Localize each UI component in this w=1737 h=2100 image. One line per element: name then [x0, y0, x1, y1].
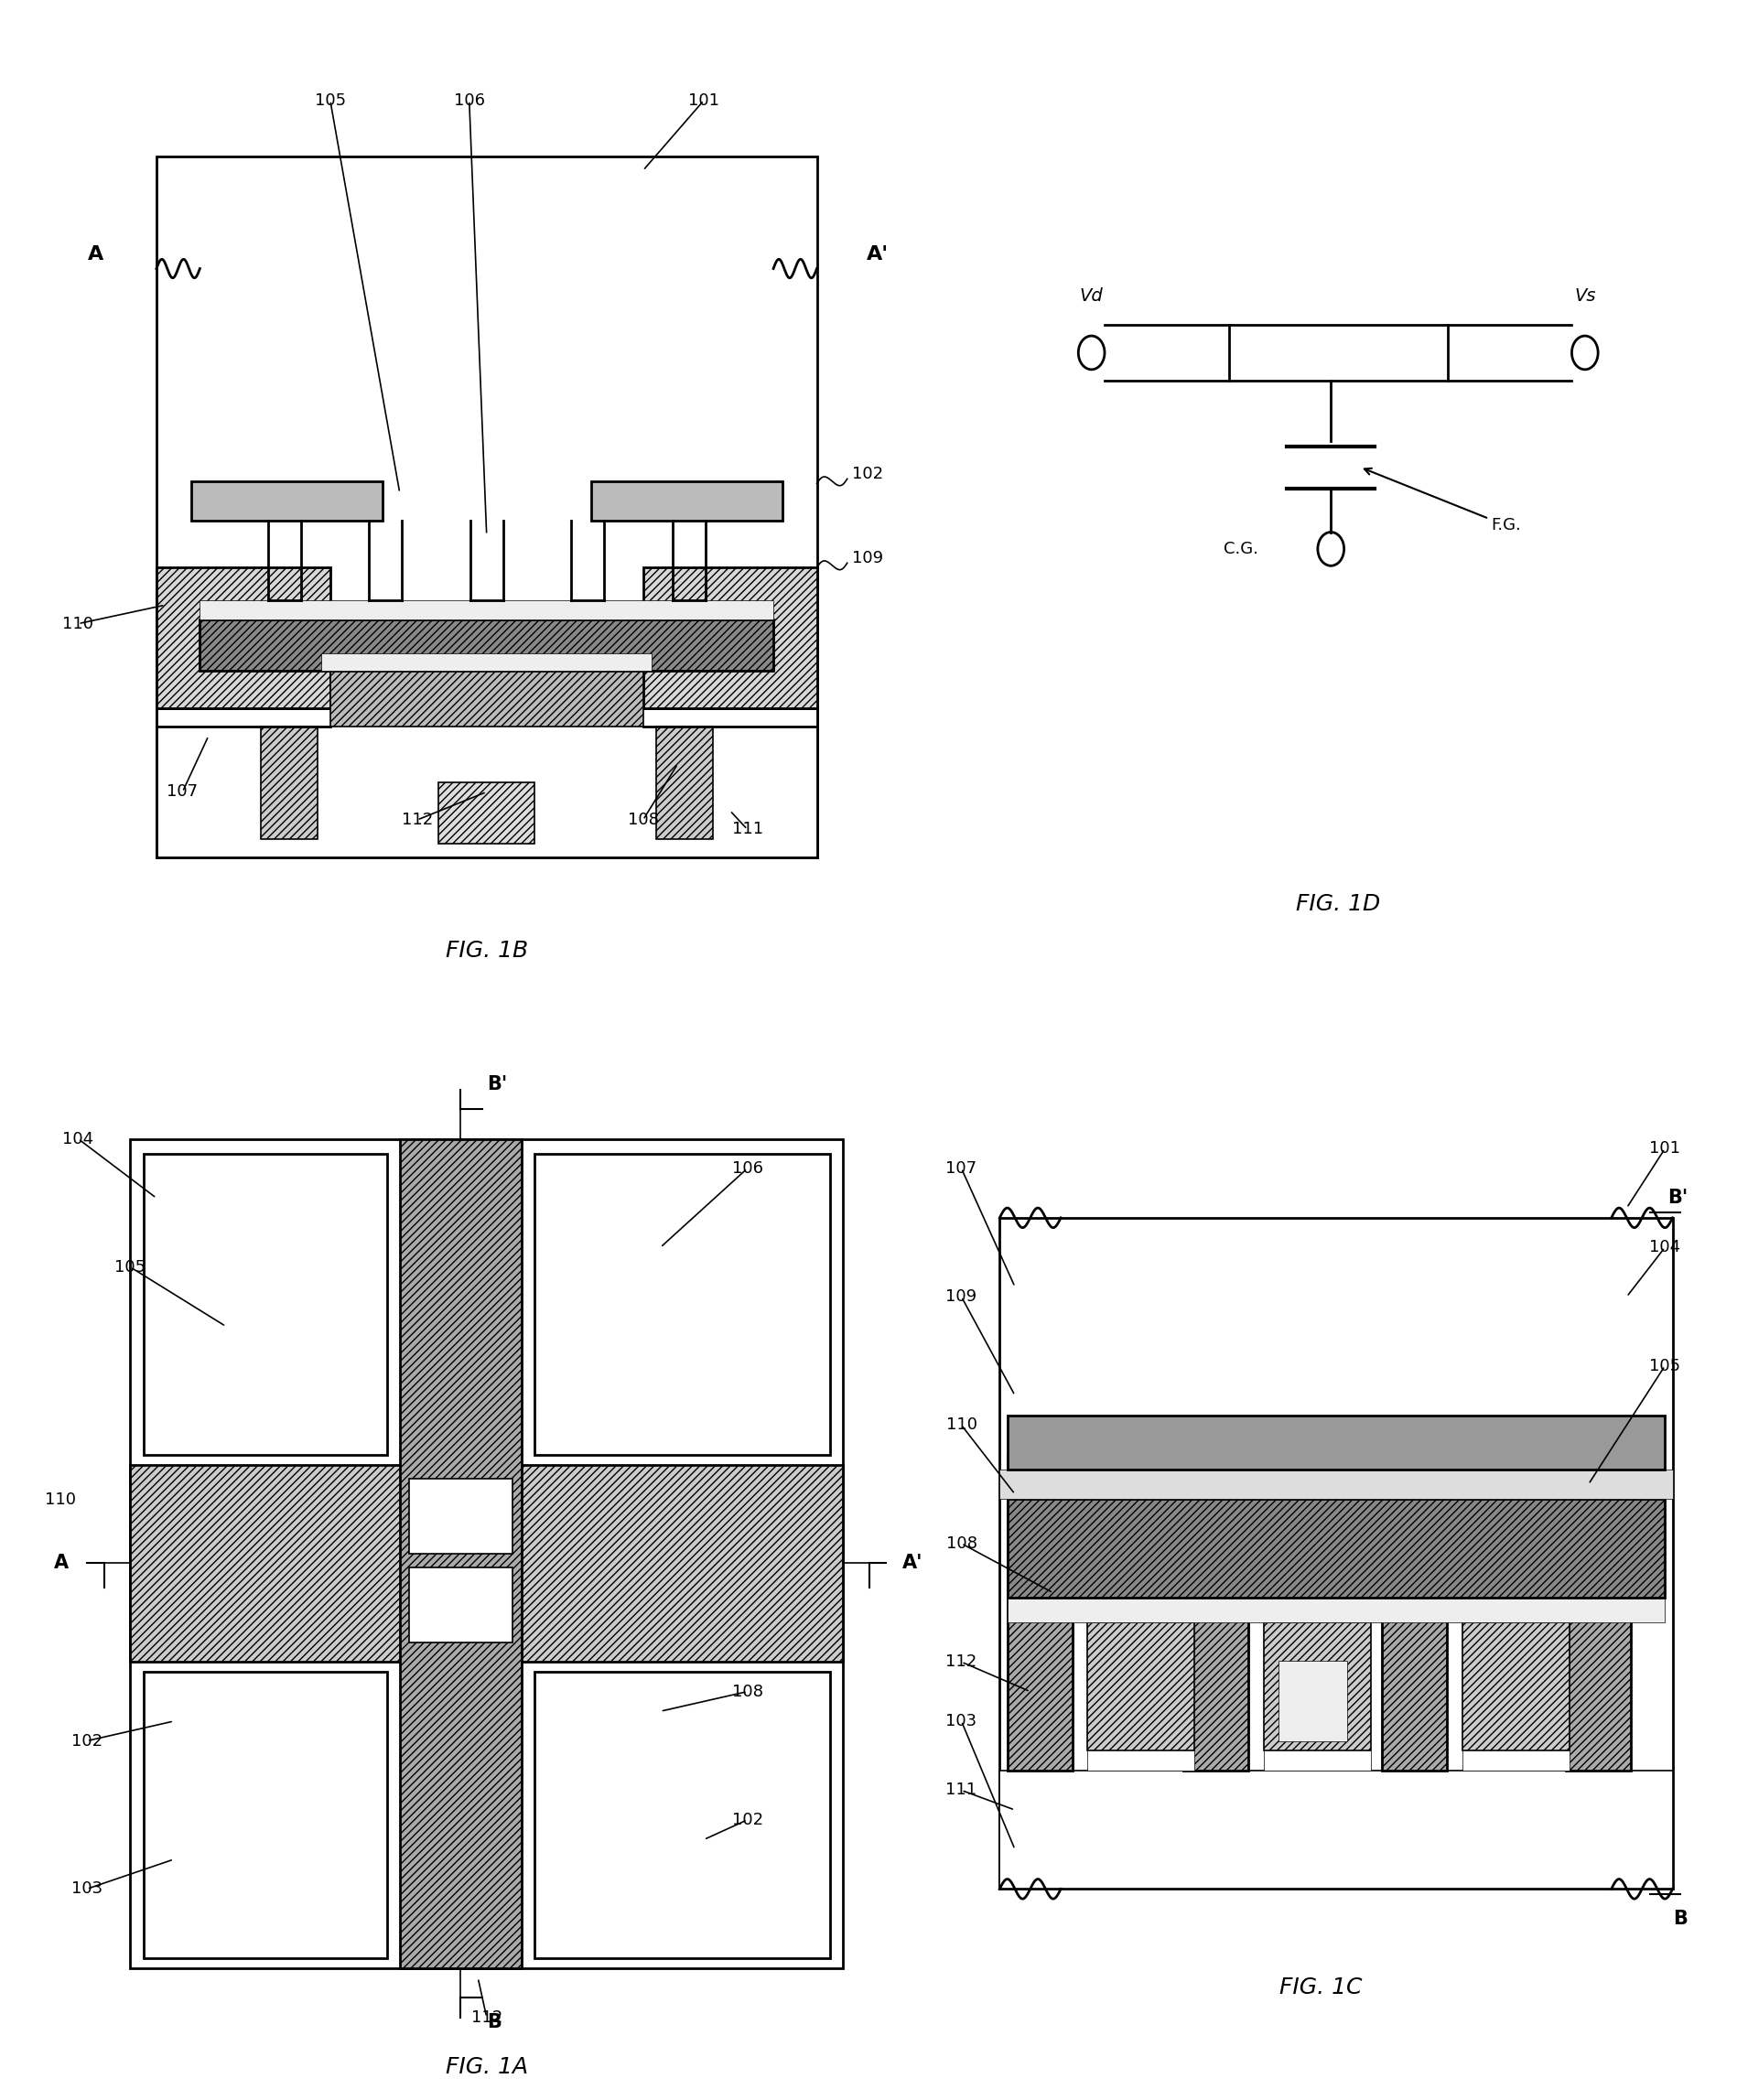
Bar — [643, 567, 816, 708]
Bar — [591, 481, 782, 521]
Text: B': B' — [1666, 1189, 1687, 1207]
Text: 105: 105 — [115, 1258, 146, 1275]
Bar — [999, 1218, 1671, 1890]
Text: A': A' — [902, 1554, 922, 1573]
Bar — [330, 670, 643, 727]
Text: 102: 102 — [71, 1732, 102, 1749]
Bar — [130, 1464, 842, 1661]
Bar — [156, 708, 816, 857]
Text: 107: 107 — [945, 1159, 976, 1176]
Text: Vs: Vs — [1574, 288, 1595, 304]
Bar — [321, 653, 651, 670]
Text: 110: 110 — [945, 1418, 976, 1434]
Text: FIG. 1C: FIG. 1C — [1278, 1976, 1362, 1999]
Text: 103: 103 — [71, 1882, 102, 1896]
Text: C.G.: C.G. — [1223, 540, 1258, 556]
Bar — [200, 601, 773, 619]
Text: 107: 107 — [167, 783, 198, 800]
Text: 104: 104 — [1648, 1239, 1680, 1256]
Text: B: B — [486, 2014, 500, 2031]
Bar — [1278, 1661, 1346, 1741]
Bar — [999, 1470, 1671, 1499]
Text: 109: 109 — [945, 1289, 976, 1304]
Text: A': A' — [867, 246, 888, 265]
Bar — [156, 567, 330, 708]
Bar — [191, 481, 382, 521]
Text: A: A — [87, 246, 104, 265]
Text: 111: 111 — [731, 821, 763, 838]
Text: 109: 109 — [851, 550, 882, 567]
Text: 108: 108 — [627, 813, 658, 827]
Bar — [1087, 1623, 1193, 1751]
Bar — [408, 1478, 512, 1554]
Text: FIG. 1D: FIG. 1D — [1296, 892, 1379, 916]
Text: 102: 102 — [851, 466, 882, 483]
Bar — [156, 158, 816, 857]
Bar — [1007, 1455, 1072, 1770]
Bar — [142, 1672, 387, 1957]
Bar — [1007, 1415, 1664, 1470]
Text: Vd: Vd — [1079, 288, 1103, 304]
Text: 105: 105 — [314, 92, 346, 109]
Bar — [130, 1138, 842, 1968]
Bar — [1565, 1455, 1629, 1770]
Text: B: B — [1673, 1909, 1687, 1928]
Text: 111: 111 — [945, 1783, 976, 1798]
Bar — [408, 1567, 512, 1642]
Bar — [400, 1138, 521, 1968]
Text: 106: 106 — [453, 92, 485, 109]
Bar — [438, 783, 535, 844]
Text: 110: 110 — [45, 1491, 76, 1508]
Bar — [535, 1153, 830, 1455]
Text: 110: 110 — [63, 615, 94, 632]
Bar — [1263, 1623, 1370, 1751]
Text: 112: 112 — [945, 1653, 976, 1670]
Text: B': B' — [486, 1075, 507, 1094]
Bar — [200, 620, 773, 670]
Bar — [1183, 1455, 1247, 1770]
Bar — [1461, 1623, 1569, 1751]
Bar — [1461, 1751, 1569, 1770]
Bar — [1007, 1499, 1664, 1598]
Text: 103: 103 — [945, 1714, 976, 1730]
Text: 106: 106 — [731, 1159, 763, 1176]
Text: 105: 105 — [1648, 1357, 1680, 1373]
Text: 112: 112 — [471, 2010, 502, 2026]
Bar — [261, 727, 316, 838]
Bar — [1087, 1751, 1193, 1770]
Bar — [1381, 1455, 1447, 1770]
Bar — [999, 1770, 1671, 1890]
Text: 112: 112 — [401, 813, 433, 827]
Text: FIG. 1A: FIG. 1A — [445, 2056, 528, 2077]
Bar — [1007, 1598, 1664, 1623]
Bar — [142, 1153, 387, 1455]
Text: A: A — [54, 1554, 68, 1573]
Text: FIG. 1B: FIG. 1B — [445, 941, 528, 962]
Text: 104: 104 — [63, 1130, 94, 1147]
Bar — [655, 727, 712, 838]
Text: 108: 108 — [731, 1684, 763, 1699]
Bar — [535, 1672, 830, 1957]
Bar — [1263, 1751, 1370, 1770]
Text: 108: 108 — [945, 1535, 976, 1552]
Text: 101: 101 — [1648, 1140, 1680, 1157]
Text: 101: 101 — [688, 92, 719, 109]
Text: 102: 102 — [731, 1812, 763, 1829]
Text: F.G.: F.G. — [1364, 468, 1520, 533]
